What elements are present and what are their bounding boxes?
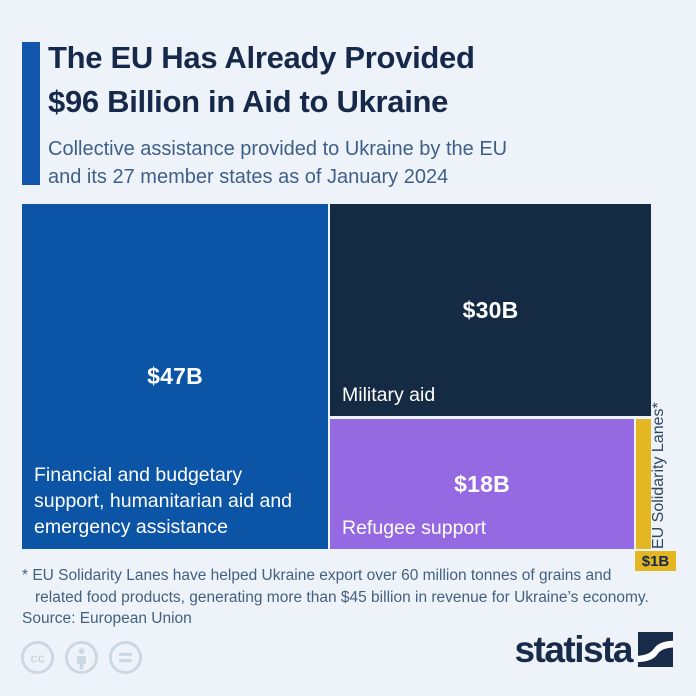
value-military-aid: $30B [462,296,519,323]
source-line: Source: European Union [22,610,192,627]
label-eu-solidarity-lanes: EU Solidarity Lanes* [650,402,667,549]
cc-icon: cc [20,640,55,675]
title-line-2: $96 Billion in Aid to Ukraine [48,84,449,119]
no-derivatives-equals-icon [108,640,143,675]
footnote-line-2: related food products, generating more t… [35,588,649,606]
statista-wordmark: statista [514,629,633,670]
value-financial-support: $47B [147,363,203,389]
treemap-chart: $47B Financial and budgetary support, hu… [22,204,651,549]
subtitle-line-2: and its 27 member states as of January 2… [48,166,449,188]
value-refugee-support: $18B [454,470,510,497]
value-eu-solidarity-lanes-badge: $1B [635,551,676,571]
footnote-line-1: * EU Solidarity Lanes have helped Ukrain… [22,567,612,584]
statista-swoosh-icon [638,632,673,667]
label-financial-support: Financial and budgetary support, humanit… [34,464,293,538]
creative-commons-icons: cc [20,640,143,675]
cc-glyph: cc [30,650,45,665]
attribution-person-icon [64,640,99,675]
label-military-aid: Military aid [342,384,436,406]
title-line-1: The EU Has Already Provided [48,40,475,75]
title-accent-bar [22,42,40,185]
statista-logo: statista [514,629,673,670]
label-refugee-support: Refugee support [342,517,487,539]
treemap-block-military-aid: $30B Military aid [330,204,651,416]
subtitle-line-1: Collective assistance provided to Ukrain… [48,138,508,160]
treemap-block-eu-solidarity-lanes [636,419,651,549]
page-subtitle: Collective assistance provided to Ukrain… [48,135,648,191]
treemap-block-refugee-support: $18B Refugee support [330,419,634,549]
treemap-block-financial-support: $47B Financial and budgetary support, hu… [22,204,328,549]
footnote: * EU Solidarity Lanes have helped Ukrain… [22,565,667,608]
page-title: The EU Has Already Provided $96 Billion … [48,36,668,124]
